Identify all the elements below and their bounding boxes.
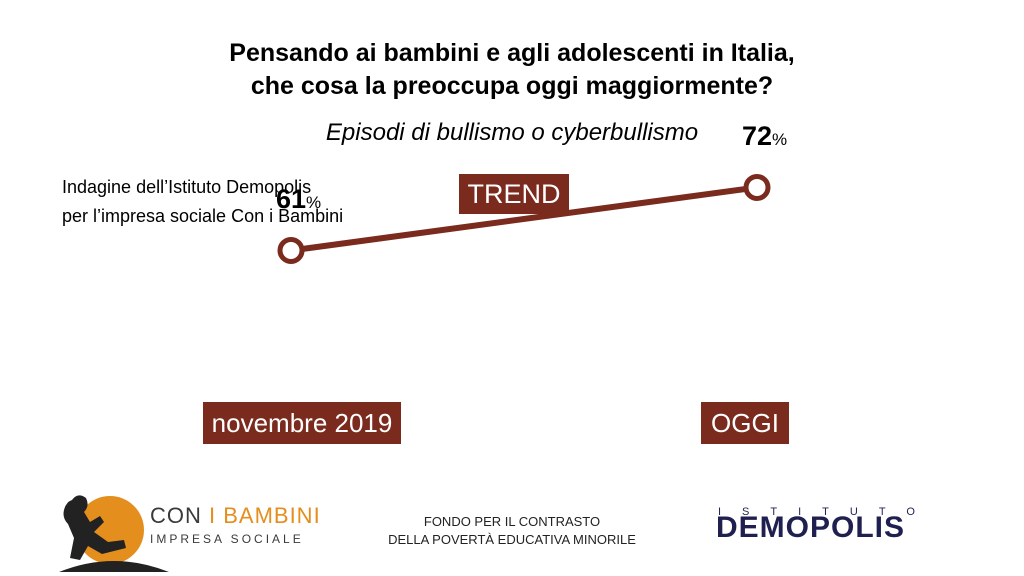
series-line (288, 184, 760, 254)
child-reading-icon (63, 495, 126, 560)
chart-subtitle: Episodi di bullismo o cyberbullismo (325, 119, 699, 146)
footer-center-line-1: FONDO PER IL CONTRASTO (423, 514, 601, 529)
data-point-0 (277, 236, 305, 264)
ground-shape (59, 561, 169, 572)
con-i-bambini-logo (59, 495, 169, 572)
data-label-0-value: 61 (276, 184, 307, 215)
footer-center-text: FONDO PER IL CONTRASTO DELLA POVERTÀ EDU… (0, 513, 1024, 549)
left-logo-title: CON I BAMBINI (150, 503, 321, 529)
footer-center-line-2: DELLA POVERTÀ EDUCATIVA MINORILE (388, 532, 636, 547)
category-label-0: novembre 2019 (203, 402, 401, 444)
data-label-0-unit: % (306, 193, 322, 213)
left-logo-subtitle: IMPRESA SOCIALE (150, 532, 304, 546)
source-note: Indagine dell’Istituto Demopolis per l’i… (62, 173, 343, 231)
title-line-1: Pensando ai bambini e agli adolescenti i… (229, 39, 795, 67)
data-label-0: 61% (276, 184, 321, 215)
data-label-1: 72% (742, 121, 787, 152)
left-logo-title-b: I BAMBINI (209, 503, 321, 528)
demopolis-logo: DEMOPOLIS (716, 511, 906, 544)
data-label-1-unit: % (772, 130, 788, 150)
category-label-1: OGGI (701, 402, 789, 444)
left-logo-title-a: CON (150, 503, 209, 528)
data-point-1 (743, 173, 771, 201)
source-line-1: Indagine dell’Istituto Demopolis (62, 177, 312, 197)
data-label-1-value: 72 (742, 121, 773, 152)
demopolis-logo-top: ISTITUTO (718, 506, 936, 518)
trend-badge: TREND (459, 174, 569, 214)
chart-title: Pensando ai bambini e agli adolescenti i… (0, 37, 1024, 103)
source-line-2: per l’impresa sociale Con i Bambini (62, 206, 344, 226)
title-line-2: che cosa la preoccupa oggi maggiormente? (250, 72, 774, 100)
